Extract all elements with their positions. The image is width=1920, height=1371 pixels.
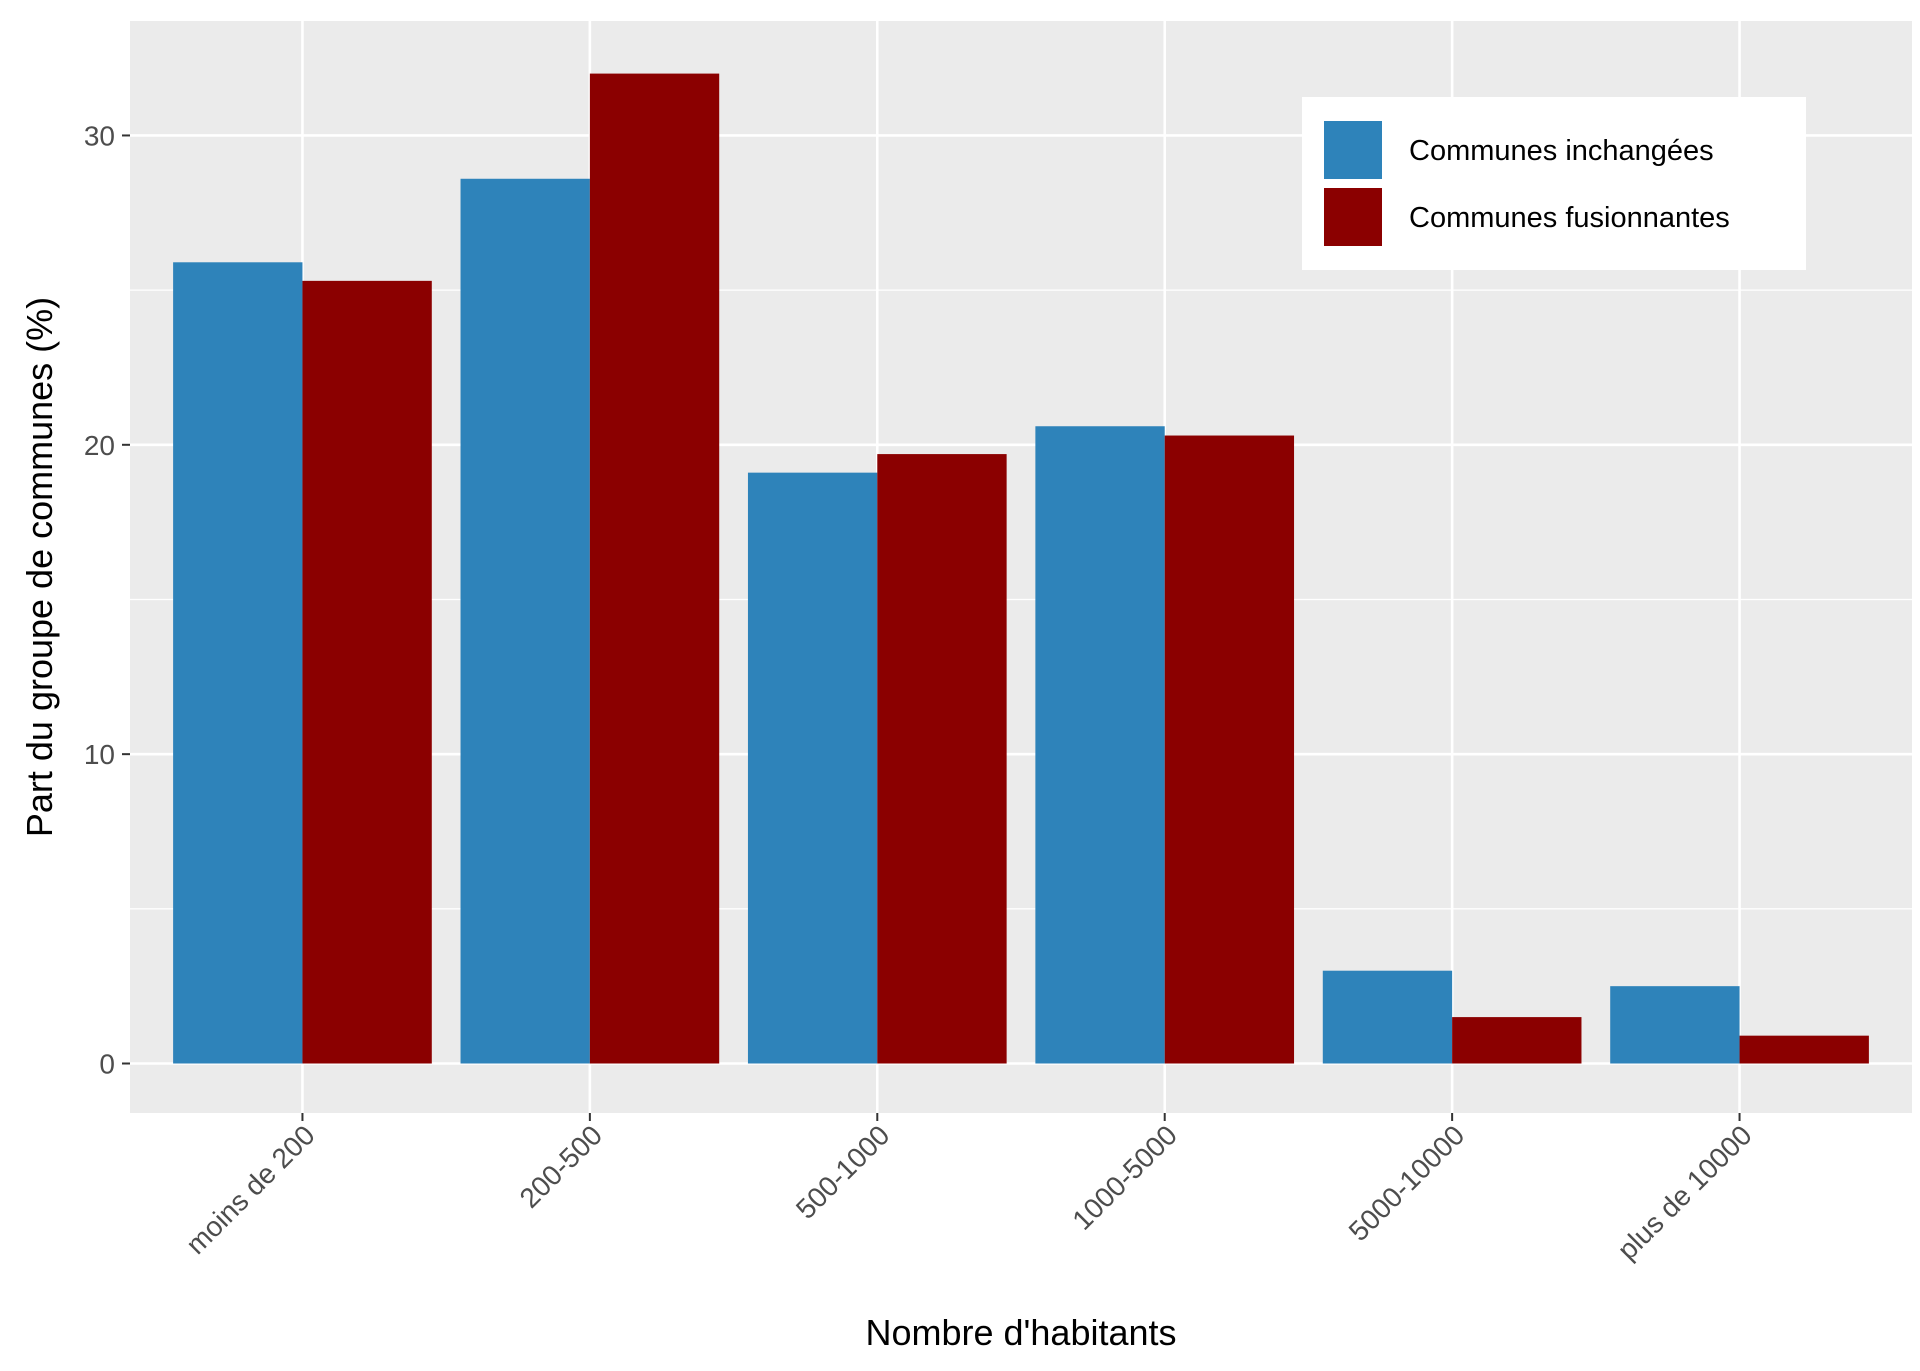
y-tick-label: 10 — [84, 739, 115, 770]
x-tick-label: 200-500 — [514, 1119, 609, 1214]
x-axis-title: Nombre d'habitants — [865, 1312, 1176, 1353]
x-tick-label: plus de 10000 — [1611, 1119, 1757, 1265]
legend-key — [1322, 119, 1384, 181]
bars — [173, 73, 1869, 1064]
legend: Communes inchangées Communes fusionnantes — [1302, 97, 1806, 270]
legend-label: Communes inchangées — [1409, 135, 1714, 167]
y-tick-label: 0 — [99, 1049, 115, 1080]
x-tick-label: 500-1000 — [790, 1119, 896, 1225]
x-tick-label: 1000-5000 — [1066, 1119, 1183, 1236]
y-tick-label: 20 — [84, 430, 115, 461]
legend-key — [1322, 186, 1384, 248]
bar — [173, 262, 303, 1064]
x-tick-label: 5000-10000 — [1343, 1119, 1471, 1247]
bar — [747, 472, 878, 1064]
bar — [1610, 986, 1740, 1064]
bar — [1035, 426, 1165, 1064]
y-axis: 0 10 20 30 — [84, 120, 130, 1080]
bar — [1452, 1017, 1582, 1064]
legend-label: Communes fusionnantes — [1409, 202, 1730, 234]
x-tick-label: moins de 200 — [180, 1119, 321, 1260]
x-axis: moins de 200 200-500 500-1000 1000-5000 5000… — [180, 1113, 1758, 1266]
bar — [1739, 1035, 1869, 1064]
legend-background — [1302, 97, 1806, 270]
y-axis-title: Part du groupe de communes (%) — [19, 297, 60, 837]
y-tick-label: 30 — [84, 120, 115, 151]
bar — [460, 178, 590, 1064]
bar — [589, 73, 720, 1064]
bar — [877, 454, 1007, 1064]
bar — [302, 280, 432, 1064]
bar — [1322, 970, 1453, 1064]
bar — [1164, 435, 1295, 1064]
